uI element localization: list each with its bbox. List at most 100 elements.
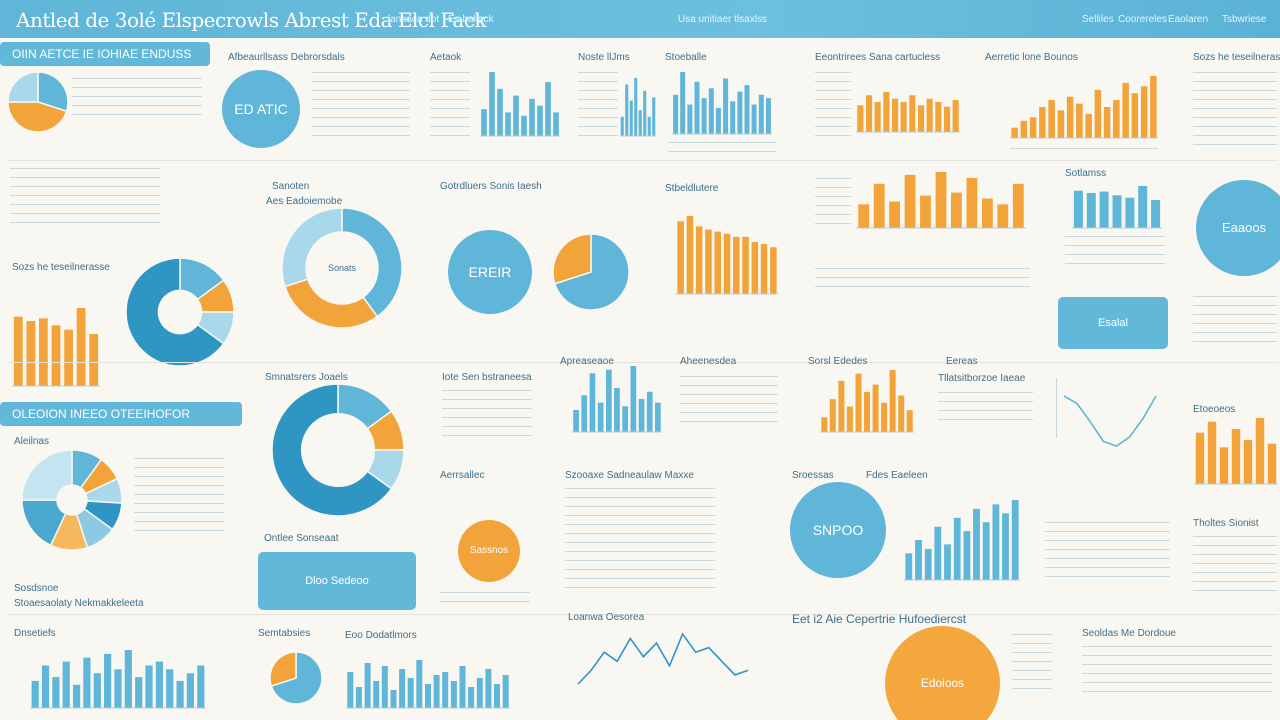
bar (597, 402, 604, 432)
bar (883, 92, 890, 132)
legend-lines (312, 72, 410, 144)
bar (166, 669, 174, 708)
section-pill[interactable]: OLEOION INEEO OTEEIHOFOR (0, 402, 242, 426)
bar (1207, 421, 1217, 484)
section-title: Aerretic lone Bounos (985, 52, 1078, 63)
bar (680, 72, 686, 134)
bar-chart (1010, 76, 1158, 139)
header-link[interactable]: Tsbwriese (1222, 14, 1267, 25)
bar (1029, 117, 1037, 138)
legend-lines (565, 488, 715, 596)
action-button[interactable]: Esalal (1058, 297, 1168, 349)
pie-slice (552, 233, 592, 285)
bar (347, 672, 354, 708)
bar (934, 526, 942, 580)
bar (723, 233, 731, 294)
bar-chart (572, 366, 662, 433)
bar (992, 504, 1000, 580)
bar-chart (30, 650, 206, 709)
line-chart (1063, 395, 1157, 447)
section-title: Ontlee Sonseaat (264, 533, 339, 544)
bar (73, 684, 81, 708)
bar (760, 244, 768, 294)
section-title: Noste llJms (578, 52, 630, 63)
section-title: Sorsl Ededes (808, 356, 868, 367)
section-title: Gotrdluers Sonis Iaesh (440, 181, 542, 192)
bar (545, 82, 551, 136)
section-pill[interactable]: OIIN AETCE IE IOHIAE ENDUSS (0, 42, 210, 66)
section-subtitle: Tllatsitborzoe Iaeae (938, 373, 1026, 384)
bar (944, 106, 951, 132)
bar (76, 308, 86, 386)
axis-line (1056, 378, 1062, 438)
bar-chart (904, 500, 1020, 581)
bar (399, 669, 406, 708)
bar (892, 98, 899, 132)
bar (982, 522, 990, 580)
bar (93, 673, 101, 708)
bar (647, 116, 651, 136)
bar (13, 316, 23, 386)
legend-lines (1193, 536, 1277, 599)
bar (1195, 432, 1205, 484)
bar (1231, 429, 1241, 484)
stat-circle: EREIR (448, 230, 532, 314)
section-title: Aetaok (430, 52, 462, 63)
bar (489, 72, 495, 136)
bar (553, 112, 559, 136)
pie-chart (269, 651, 323, 705)
bar (973, 508, 980, 580)
bar (918, 105, 925, 132)
bar (881, 402, 888, 432)
page-title: Antled de 3olé Elspecrowls Abrest Eda El… (16, 8, 487, 32)
bar (145, 665, 153, 708)
bar-chart (480, 72, 560, 137)
bar (900, 102, 907, 132)
bar (905, 553, 913, 580)
bar (1113, 100, 1120, 138)
action-button[interactable]: Dloo Sedeoo (258, 552, 416, 610)
legend-lines (1045, 522, 1170, 585)
section-title: Iote Sen bstraneesa (442, 372, 532, 383)
bar (686, 216, 694, 294)
section-title: Afbeaurllsass Debrorsdals (228, 52, 345, 63)
pie-chart (552, 233, 630, 311)
bar (873, 183, 885, 228)
bar (1112, 195, 1122, 228)
bar (872, 384, 879, 432)
bar (744, 85, 750, 134)
section-title: Eoo Dodatlmors (345, 630, 417, 641)
section-title: Sanoten (272, 181, 310, 192)
bar (1066, 96, 1074, 138)
bar (915, 540, 922, 580)
bar (821, 417, 828, 432)
legend-lines (1010, 148, 1158, 157)
bar (730, 101, 736, 134)
header-link[interactable]: lansaca dot (388, 14, 440, 25)
bar (1150, 76, 1157, 138)
legend-lines (668, 142, 776, 160)
legend-lines (134, 458, 224, 539)
header-link[interactable]: Es ballack (448, 14, 494, 25)
section-title: Aleilnas (14, 436, 50, 447)
bar (634, 78, 638, 136)
header-link[interactable]: Usa unitiaer tlsaxlss (678, 14, 767, 25)
stat-circle: Eaaoos (1196, 180, 1280, 276)
header-link[interactable]: Selliles (1082, 14, 1114, 25)
bar-chart (676, 216, 778, 295)
bar (41, 665, 50, 708)
bar (630, 366, 637, 432)
legend-lines (1193, 296, 1277, 350)
donut-chart (271, 383, 405, 517)
section-title: Eet i2 Aie Cepertrie Hufoediercst (792, 612, 967, 626)
bar (505, 112, 511, 136)
header-link[interactable]: Eaolaren (1168, 14, 1209, 25)
pie-slice (271, 383, 393, 517)
bar (390, 690, 397, 708)
bar (857, 105, 864, 132)
bar-chart (346, 660, 510, 709)
bar (924, 548, 932, 580)
bar (614, 388, 620, 432)
header-link[interactable]: Coorereles (1118, 14, 1167, 25)
legend-lines (1012, 634, 1052, 697)
